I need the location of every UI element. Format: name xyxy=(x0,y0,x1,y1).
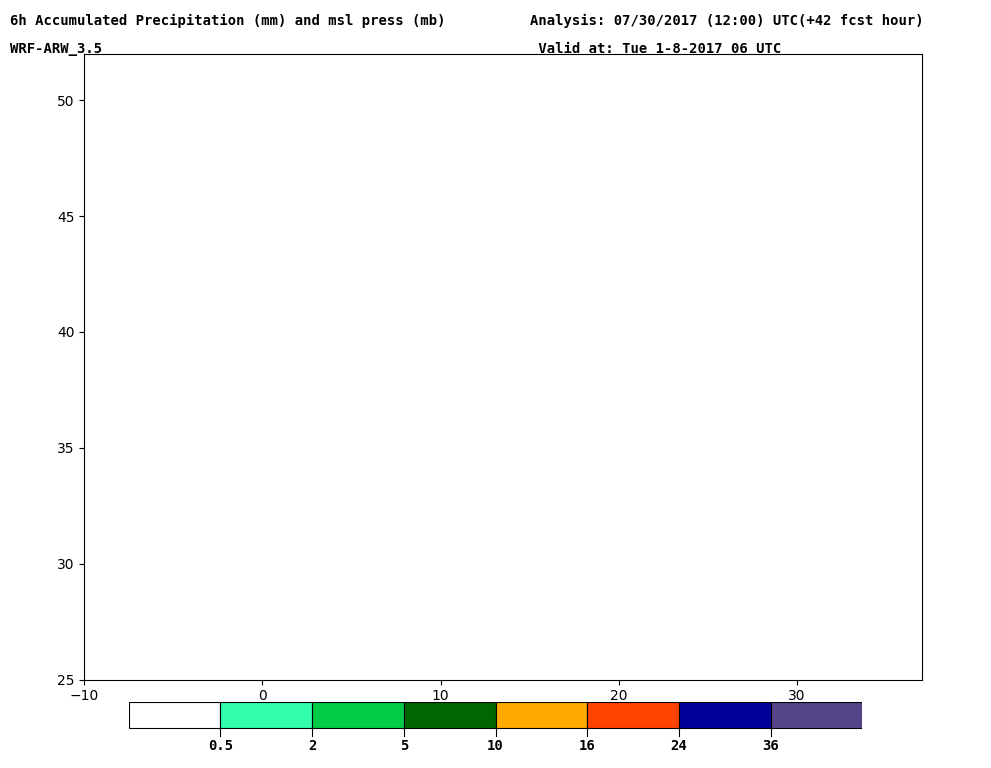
Text: 10: 10 xyxy=(488,739,503,753)
Bar xyxy=(771,702,862,728)
Text: Analysis: 07/30/2017 (12:00) UTC(+42 fcst hour): Analysis: 07/30/2017 (12:00) UTC(+42 fcs… xyxy=(530,14,924,28)
Bar xyxy=(312,702,404,728)
Bar xyxy=(404,702,496,728)
Text: 16: 16 xyxy=(579,739,596,753)
Text: 2: 2 xyxy=(308,739,316,753)
Bar xyxy=(587,702,679,728)
Text: WRF-ARW_3.5: WRF-ARW_3.5 xyxy=(10,42,102,56)
Bar xyxy=(220,702,312,728)
Bar xyxy=(679,702,771,728)
Text: 24: 24 xyxy=(671,739,687,753)
Text: Valid at: Tue 1-8-2017 06 UTC: Valid at: Tue 1-8-2017 06 UTC xyxy=(530,42,782,56)
Text: 0.5: 0.5 xyxy=(208,739,233,753)
Text: 5: 5 xyxy=(399,739,408,753)
Text: 6h Accumulated Precipitation (mm) and msl press (mb): 6h Accumulated Precipitation (mm) and ms… xyxy=(10,14,445,28)
Bar xyxy=(129,702,220,728)
Text: 36: 36 xyxy=(762,739,779,753)
Bar xyxy=(496,702,587,728)
